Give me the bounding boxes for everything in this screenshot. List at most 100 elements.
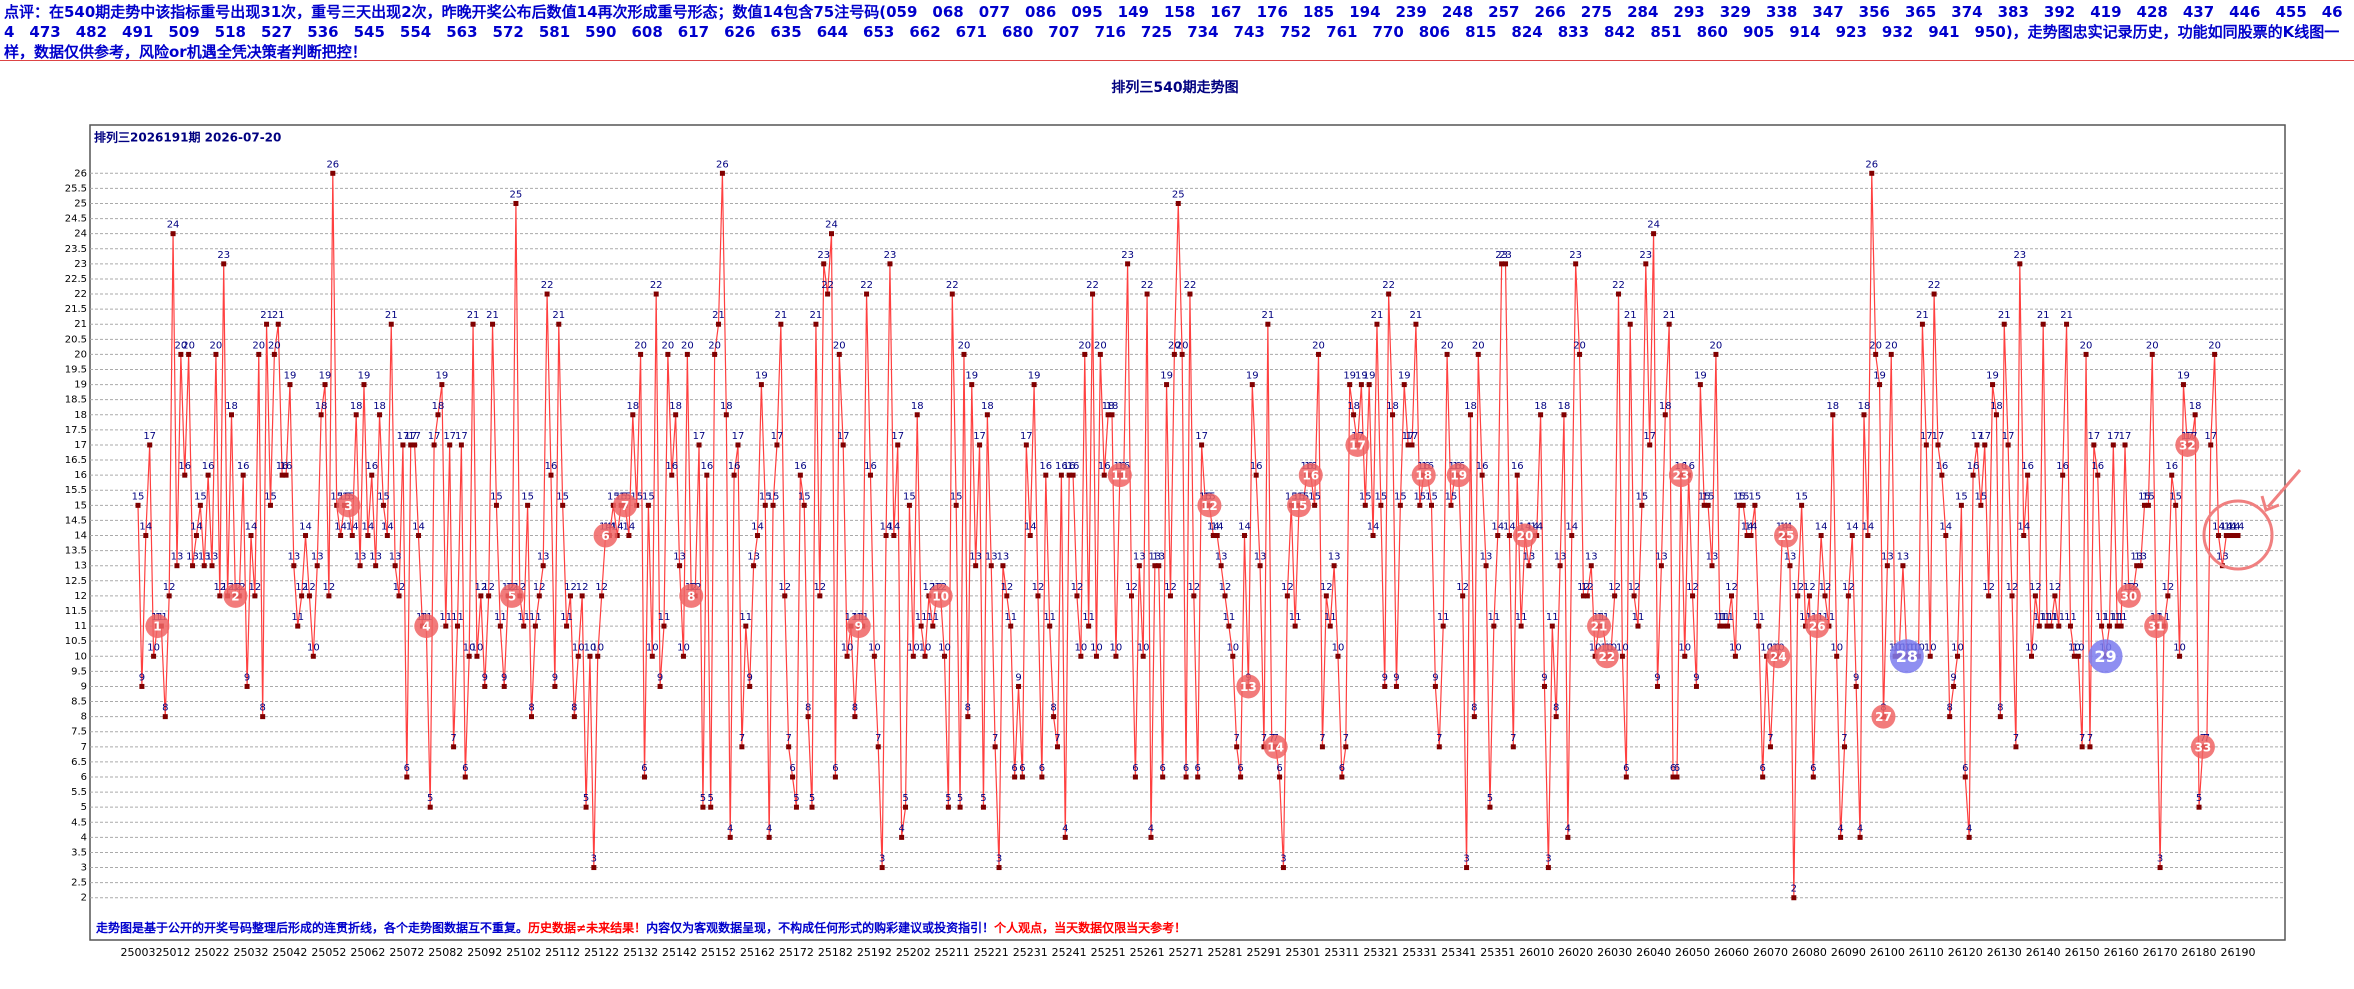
data-point (1514, 472, 1520, 478)
value-label: 17 (1932, 431, 1945, 442)
data-point (525, 502, 531, 508)
value-label: 21 (2060, 310, 2073, 321)
value-label: 13 (287, 552, 300, 563)
value-label: 16 (1936, 461, 1949, 472)
data-point (431, 442, 437, 448)
repeat-marker (145, 614, 170, 639)
value-label: 20 (1710, 340, 1723, 351)
data-point (190, 563, 196, 569)
value-label: 13 (311, 552, 324, 563)
x-tick-label: 25321 (1363, 946, 1398, 959)
value-label: 12 (1125, 582, 1138, 593)
value-label: 13 (1706, 552, 1719, 563)
value-label: 10 (572, 642, 585, 653)
value-label: 16 (665, 461, 678, 472)
value-label: 23 (217, 250, 230, 261)
repeat-marker-label: 19 (1450, 469, 1467, 483)
data-point (751, 563, 757, 569)
data-point (1429, 502, 1435, 508)
x-tick-label: 25052 (311, 946, 346, 959)
value-label: 14 (334, 522, 347, 533)
value-label: 14 (2232, 522, 2245, 533)
data-point (2149, 351, 2155, 357)
data-point (135, 502, 141, 508)
value-label: 7 (1234, 733, 1240, 744)
value-label: 18 (432, 401, 445, 412)
data-point (1335, 653, 1341, 659)
data-point (1027, 533, 1033, 539)
data-point (980, 804, 986, 810)
value-label: 7 (2079, 733, 2085, 744)
data-point (1865, 533, 1871, 539)
data-point (1674, 774, 1680, 780)
value-label: 17 (1920, 431, 1933, 442)
value-label: 3 (591, 854, 597, 865)
x-tick-label: 25281 (1208, 946, 1243, 959)
value-label: 12 (1187, 582, 1200, 593)
data-point (2145, 502, 2151, 508)
data-point (949, 291, 955, 297)
data-point (1105, 412, 1111, 418)
value-label: 14 (1503, 522, 1516, 533)
value-label: 21 (467, 310, 480, 321)
value-label: 14 (2017, 522, 2030, 533)
value-label: 15 (132, 491, 145, 502)
value-label: 12 (576, 582, 589, 593)
value-label: 9 (1015, 672, 1021, 683)
x-tick-label: 25351 (1480, 946, 1515, 959)
data-point (2180, 382, 2186, 388)
value-label: 12 (1842, 582, 1855, 593)
repeat-marker (223, 583, 248, 608)
value-label: 19 (1246, 371, 1259, 382)
value-label: 10 (646, 642, 659, 653)
focus-arrow-head (2260, 495, 2280, 512)
data-point (248, 533, 254, 539)
repeat-marker (1889, 639, 1924, 674)
data-point (521, 623, 527, 629)
data-point (229, 412, 235, 418)
value-label: 10 (1332, 642, 1345, 653)
data-point (1506, 533, 1512, 539)
value-label: 7 (1054, 733, 1060, 744)
value-label: 11 (291, 612, 304, 623)
data-point (571, 714, 577, 720)
data-point (984, 412, 990, 418)
data-point (1277, 774, 1283, 780)
value-label: 21 (1663, 310, 1676, 321)
data-point (1160, 774, 1166, 780)
value-label: 20 (662, 340, 675, 351)
data-point (1697, 382, 1703, 388)
value-label: 12 (1686, 582, 1699, 593)
data-point (1740, 502, 1746, 508)
value-label: 11 (1632, 612, 1645, 623)
data-point (1616, 291, 1622, 297)
value-label: 9 (501, 672, 507, 683)
value-label: 11 (739, 612, 752, 623)
data-point (2040, 321, 2046, 327)
y-tick-label: 19.5 (65, 365, 87, 376)
value-label: 12 (213, 582, 226, 593)
data-point (1086, 623, 1092, 629)
repeat-marker-label: 12 (1201, 499, 1218, 513)
data-point (1931, 291, 1937, 297)
value-label: 10 (307, 642, 320, 653)
data-point (2118, 623, 2124, 629)
data-point (1382, 683, 1388, 689)
value-label: 11 (926, 612, 939, 623)
value-label: 25 (510, 189, 523, 200)
data-point (1810, 774, 1816, 780)
data-point (922, 653, 928, 659)
repeat-marker (1594, 644, 1619, 669)
value-label: 5 (700, 793, 706, 804)
value-label: 17 (1978, 431, 1991, 442)
data-point (657, 683, 663, 689)
data-point (758, 382, 764, 388)
data-point (1682, 653, 1688, 659)
value-label: 21 (260, 310, 273, 321)
data-point (1990, 382, 1996, 388)
data-point (953, 502, 959, 508)
value-label: 9 (244, 672, 250, 683)
value-label: 20 (1312, 340, 1325, 351)
data-point (2138, 563, 2144, 569)
data-point (1569, 533, 1575, 539)
